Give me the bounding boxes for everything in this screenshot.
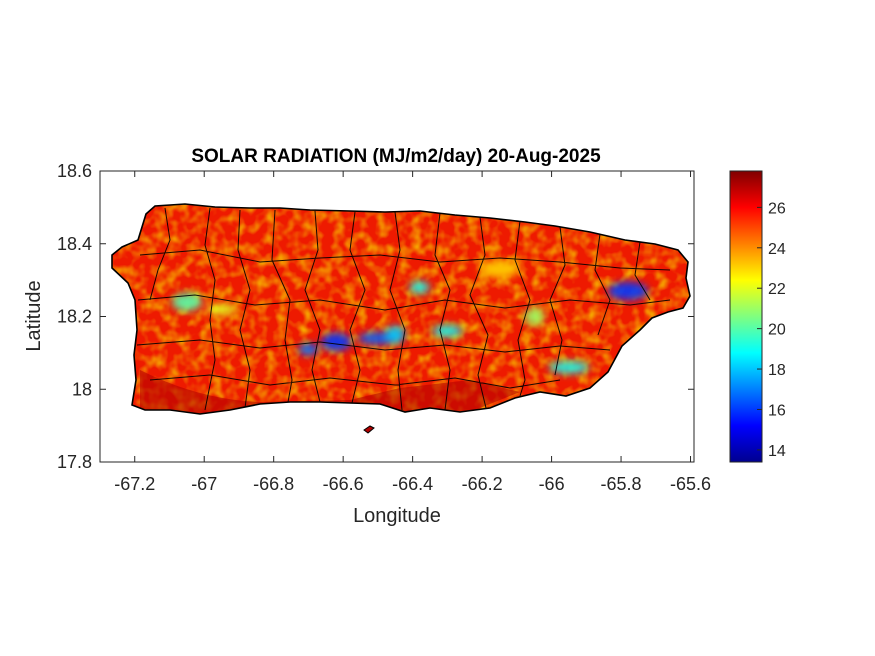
chart-title: SOLAR RADIATION (MJ/m2/day) 20-Aug-2025 (191, 146, 601, 167)
x-tick-label: -65.6 (670, 474, 711, 494)
x-tick-label: -66 (539, 474, 565, 494)
y-tick-label: 18.4 (57, 234, 92, 254)
field-feature-blob (432, 325, 463, 338)
colorbar-tick-label: 16 (768, 402, 786, 419)
x-tick-label: -67 (191, 474, 217, 494)
x-tick-label: -66.2 (462, 474, 503, 494)
y-tick-label: 18.6 (57, 161, 92, 181)
y-axis: 17.8 18 18.2 18.4 18.6 (57, 161, 694, 472)
x-tick-label: -66.8 (253, 474, 294, 494)
x-axis: -67.2 -67 -66.8 -66.6 -66.4 -66.2 -66 -65.8 -65.… (114, 171, 711, 494)
colorbar-tick-label: 24 (768, 241, 786, 258)
field-feature-blob (479, 260, 520, 279)
field-feature-blob (298, 343, 319, 356)
field-feature-blob (171, 292, 202, 311)
colorbar-tick-label: 14 (768, 443, 786, 460)
y-axis-label: Latitude (23, 280, 45, 351)
field-feature-blob (409, 281, 430, 294)
x-axis-label: Longitude (353, 505, 441, 527)
island-coastline (111, 203, 691, 415)
colorbar-tick-label: 20 (768, 322, 786, 339)
colorbar (729, 170, 763, 463)
colorbar-tick-label: 22 (768, 281, 786, 298)
x-tick-label: -66.4 (392, 474, 433, 494)
field-feature-blob (524, 307, 545, 326)
y-tick-label: 18.2 (57, 307, 92, 327)
municipality-boundaries (136, 207, 671, 411)
x-tick-label: -65.8 (601, 474, 642, 494)
heatmap-field (112, 204, 690, 414)
colorbar-tick-label: 18 (768, 362, 786, 379)
colorbar-tick-label: 26 (768, 200, 786, 217)
field-feature-blob (206, 303, 237, 316)
colorbar-ticks: 14 16 18 20 22 24 26 (757, 200, 786, 460)
field-feature-blob (608, 282, 648, 301)
field-feature-blob (385, 325, 406, 344)
coastal-darker-band (140, 370, 520, 414)
y-tick-label: 17.8 (57, 452, 92, 472)
x-tick-label: -66.6 (323, 474, 364, 494)
field-feature-blob (321, 332, 352, 351)
x-tick-label: -67.2 (114, 474, 155, 494)
y-tick-label: 18 (72, 379, 92, 399)
field-feature-blob (548, 361, 589, 374)
small-island-caja-de-muertos (363, 425, 375, 434)
